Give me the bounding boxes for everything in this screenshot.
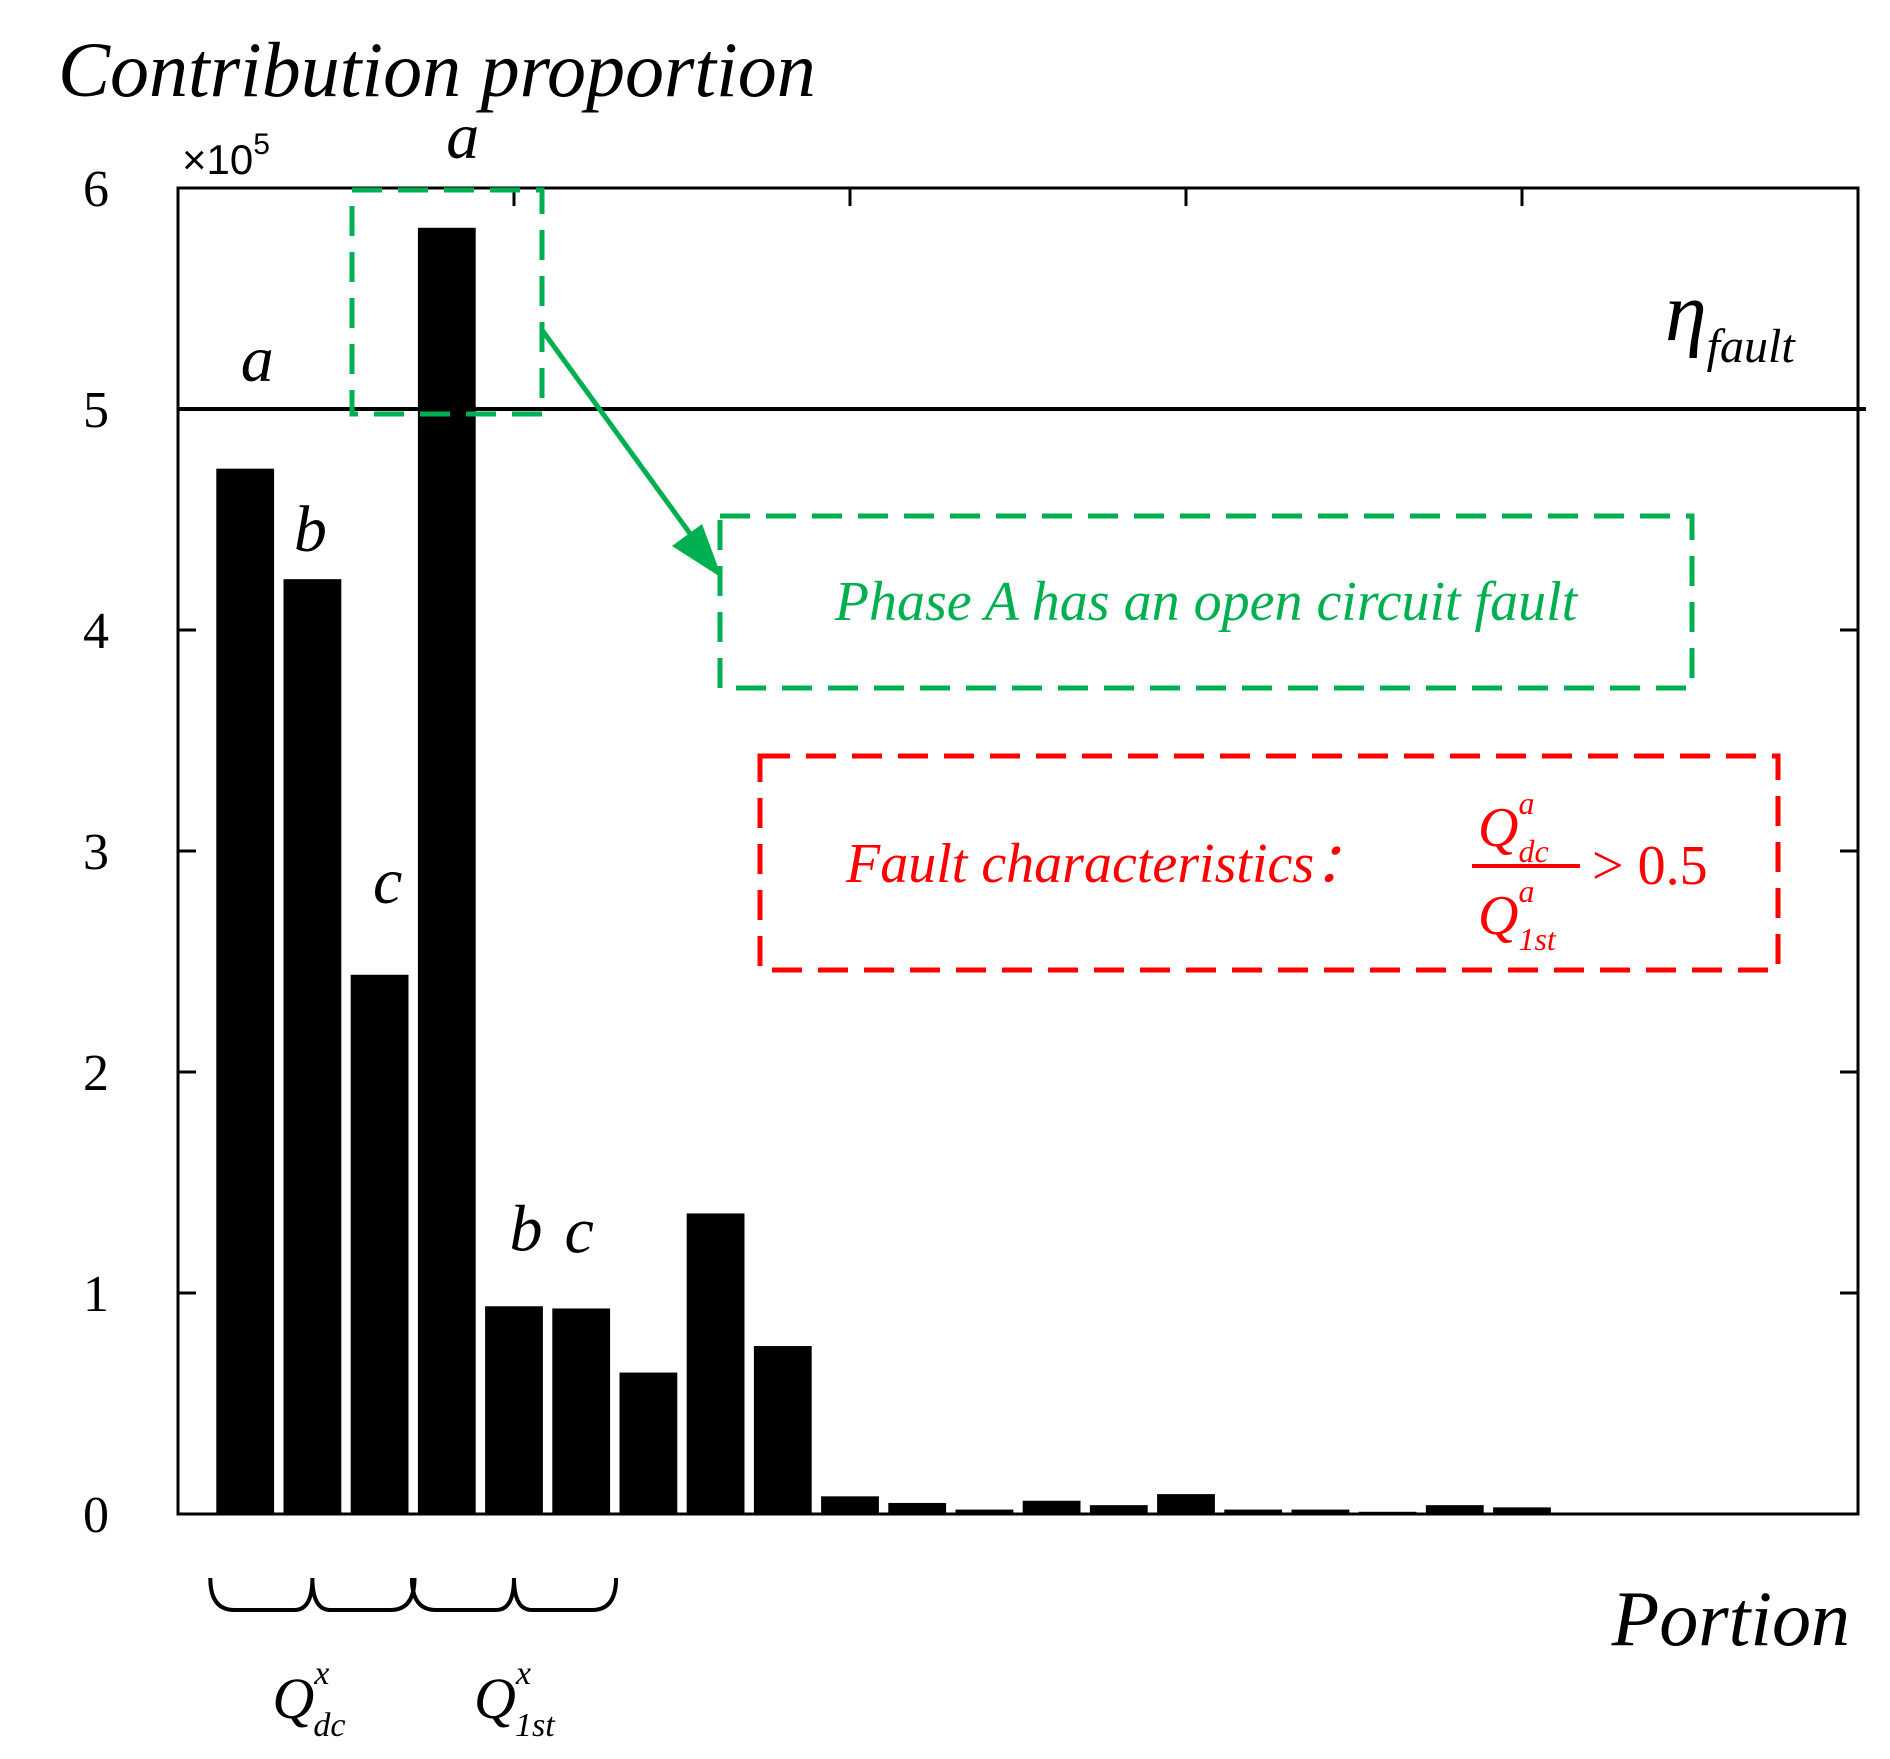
bar [888, 1502, 947, 1514]
bar [1224, 1509, 1283, 1514]
callout-arrow-line [539, 328, 705, 552]
y-exponent: ×105 [182, 128, 270, 183]
bar [821, 1496, 879, 1514]
bar [1493, 1507, 1551, 1514]
y-tick-label: 2 [83, 1045, 109, 1102]
denominator-base: Q [1478, 885, 1518, 947]
denominator-sup: a [1518, 873, 1534, 909]
bar [552, 1308, 611, 1514]
fraction-comparison: > 0.5 [1592, 835, 1708, 897]
y-tick-label: 6 [83, 161, 109, 218]
numerator-sub: dc [1518, 833, 1548, 869]
bar-label: c [373, 845, 402, 918]
y-tick-label: 1 [83, 1266, 109, 1323]
bar [485, 1306, 543, 1514]
group-braces: Qx dc Qx 1st [208, 1577, 619, 1744]
y-tick-label: 4 [83, 603, 109, 660]
threshold-subscript: fault [1707, 320, 1797, 373]
bar-label: a [241, 323, 274, 396]
x-ticks [512, 188, 1524, 206]
x-axis-label: Portion [1611, 1575, 1850, 1662]
bar-label: b [294, 493, 327, 566]
bars [216, 227, 1551, 1514]
bar [350, 974, 409, 1514]
bar [216, 468, 275, 1514]
highlight-box-green [349, 187, 545, 417]
bar-label: a [446, 100, 479, 173]
bar [619, 1372, 678, 1514]
group-label: Qx dc [272, 1655, 345, 1744]
numerator-sup: a [1518, 785, 1534, 821]
group-brace [208, 1577, 417, 1612]
bar [283, 579, 342, 1514]
bar [417, 227, 476, 1514]
callout-box-green [717, 513, 1695, 691]
bar-label: c [565, 1194, 594, 1267]
bar [1358, 1511, 1417, 1514]
bar-label: b [510, 1192, 543, 1265]
fraction-denominator: Qa 1st [1478, 873, 1557, 957]
y-tick-label: 5 [83, 382, 109, 439]
group-brace [409, 1577, 619, 1612]
group-label: Qx 1st [474, 1655, 556, 1744]
bar [1425, 1505, 1484, 1514]
bar [686, 1213, 745, 1514]
denominator-sub: 1st [1518, 921, 1556, 957]
threshold-label: ηfault [1665, 266, 1796, 373]
bar [955, 1509, 1014, 1514]
callout-text-green: Phase A has an open circuit fault [834, 571, 1579, 633]
y-ticks: 0 1 2 3 4 5 6 [83, 161, 1858, 1544]
bar [1022, 1500, 1081, 1514]
callout-arrow-head [672, 524, 722, 578]
fraction-numerator: Qa dc [1478, 785, 1549, 869]
callout-box-red [757, 753, 1781, 973]
bar [1291, 1509, 1350, 1514]
y-tick-label: 3 [83, 824, 109, 881]
y-exponent-power: 5 [253, 128, 270, 161]
threshold-symbol: η [1665, 266, 1707, 359]
bar [753, 1346, 812, 1514]
y-exponent-base: ×10 [182, 136, 253, 183]
bar [1089, 1505, 1148, 1514]
fault-characteristics-label: Fault characteristics： [845, 833, 1370, 895]
bar [1157, 1494, 1215, 1514]
numerator-base: Q [1478, 797, 1518, 859]
y-axis-label: Contribution proportion [58, 26, 816, 113]
y-tick-label: 0 [83, 1487, 109, 1544]
